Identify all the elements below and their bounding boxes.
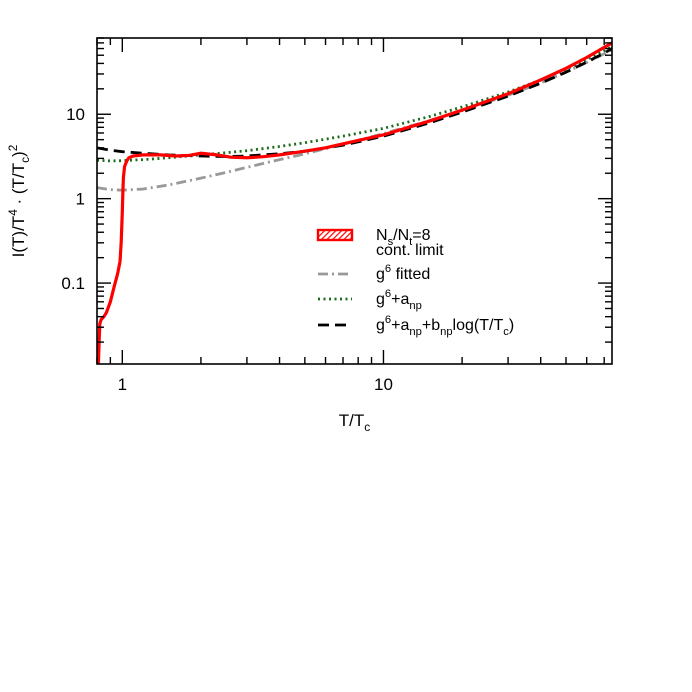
plot-frame <box>96 37 613 365</box>
legend-label-lattice-line2: cont. limit <box>376 242 444 259</box>
series-g6anp <box>97 45 612 163</box>
legend-label-lattice: Ns/Nt=8 <box>376 227 431 248</box>
axis-labels: T/Tc I(T)/T4 · (T/Tc)2 <box>6 144 370 434</box>
y-axis-label: I(T)/T4 · (T/Tc)2 <box>6 144 32 257</box>
x-tick-label: 10 <box>374 375 393 394</box>
ticks-layer: 1 10 0.1 1 10 <box>61 37 612 394</box>
legend-swatch-lattice <box>316 228 354 242</box>
x-axis-label: T/Tc <box>339 411 371 434</box>
y-tick-label: 10 <box>66 105 85 124</box>
legend-label-g6anp: g6+anp <box>376 288 422 312</box>
legend-label-g6log: g6+anp+bnplog(T/Tc) <box>376 314 514 338</box>
series-lattice <box>97 41 612 364</box>
series-layer <box>97 41 612 364</box>
x-tick-label: 1 <box>118 375 127 394</box>
legend-label-g6: g6 fitted <box>376 263 430 283</box>
y-tick-label: 1 <box>76 190 85 209</box>
series-g6 <box>97 48 612 192</box>
y-tick-label: 0.1 <box>61 274 85 293</box>
